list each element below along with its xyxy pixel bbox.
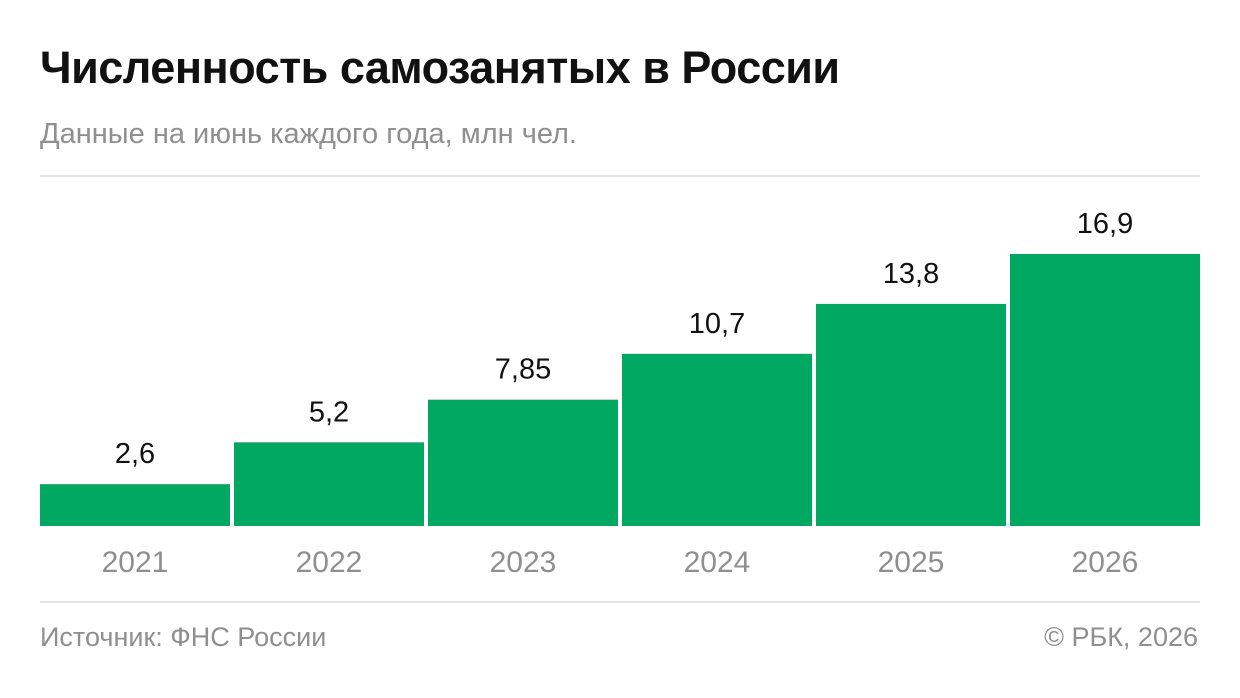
- bar-2021: [40, 484, 230, 526]
- value-label-2025: 13,8: [883, 258, 939, 290]
- bar-2022: [234, 442, 424, 526]
- x-tick-label-2022: 2022: [296, 546, 363, 579]
- value-label-2024: 10,7: [689, 308, 745, 340]
- value-label-2023: 7,85: [495, 354, 551, 386]
- x-tick-label-2026: 2026: [1072, 546, 1139, 579]
- value-label-2026: 16,9: [1077, 208, 1133, 240]
- x-tick-label-2024: 2024: [684, 546, 751, 579]
- bar-2024: [622, 353, 812, 526]
- x-tick-label-2023: 2023: [490, 546, 557, 579]
- x-tick-label-2021: 2021: [102, 546, 169, 579]
- chart-subtitle: Данные на июнь каждого года, млн чел.: [40, 118, 577, 150]
- copyright-note: © РБК, 2026: [1044, 622, 1198, 652]
- bar-2023: [428, 399, 618, 526]
- bar-2026: [1010, 254, 1200, 526]
- chart-title: Численность самозанятых в России: [40, 42, 840, 93]
- source-note: Источник: ФНС России: [40, 622, 327, 652]
- bar-2025: [816, 303, 1006, 526]
- value-label-2022: 5,2: [309, 396, 349, 428]
- top-divider: [40, 175, 1200, 177]
- x-tick-label-2025: 2025: [878, 546, 945, 579]
- value-label-2021: 2,6: [115, 438, 155, 470]
- bottom-divider: [40, 601, 1200, 603]
